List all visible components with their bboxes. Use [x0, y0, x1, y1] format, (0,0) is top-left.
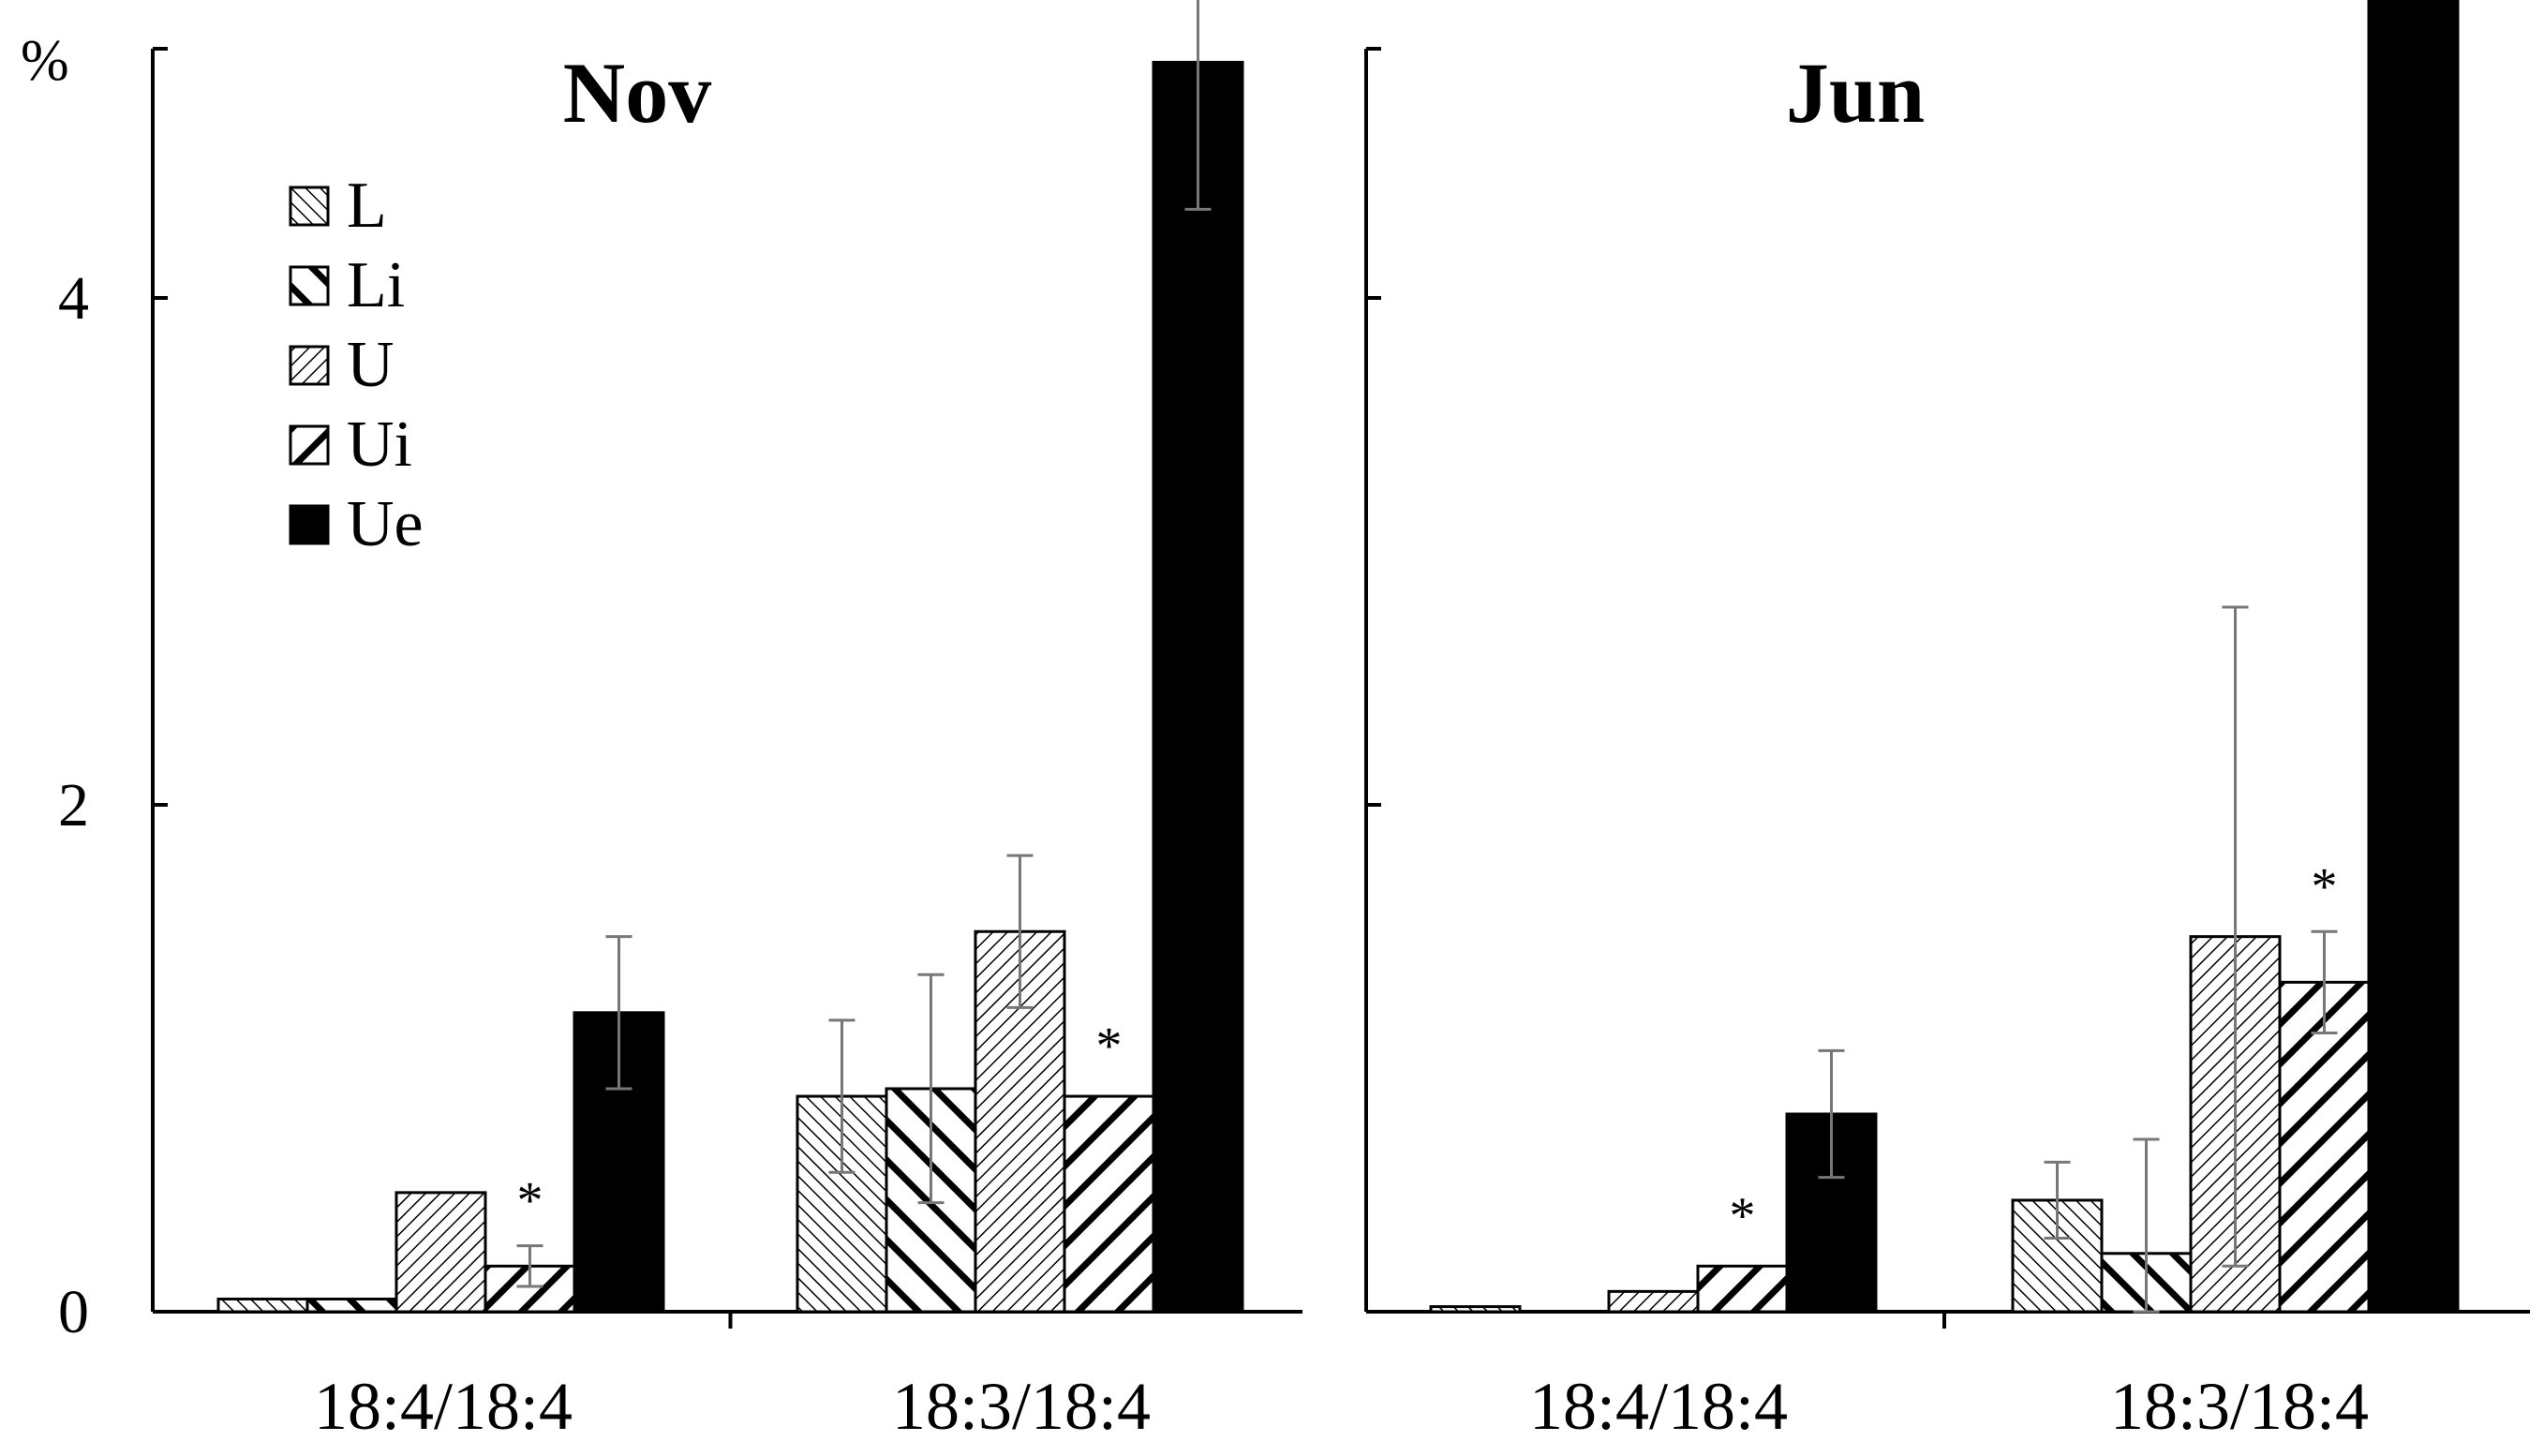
- legend-swatch-Li: [289, 265, 330, 306]
- legend-label-Li: Li: [347, 249, 405, 321]
- nov-bar-U-0: [394, 1191, 487, 1314]
- legend-label-L: L: [347, 170, 387, 242]
- legend-swatch-Ui: [289, 424, 330, 466]
- nov-significance-marker: *: [1096, 1018, 1123, 1076]
- panel-title-nov: Nov: [563, 45, 711, 141]
- jun-bar-L-0: [1429, 1305, 1522, 1314]
- jun-significance-marker: *: [1730, 1187, 1756, 1245]
- legend-label-Ue: Ue: [347, 488, 424, 560]
- jun-bar-U-0: [1607, 1289, 1700, 1314]
- nov-bar-Ui-1: [1063, 1094, 1155, 1314]
- legend-label-U: U: [347, 329, 394, 401]
- panel-title-jun: Jun: [1786, 45, 1925, 141]
- legend: L Li U Ui Ue: [289, 170, 424, 560]
- legend-swatch-L: [289, 186, 330, 227]
- y-tick-label: 4: [58, 264, 89, 333]
- jun-category-label-0: 18:4/18:4: [1529, 1369, 1788, 1444]
- y-tick-label: 2: [58, 771, 89, 839]
- jun-bar-Ue-1: [2367, 0, 2460, 1314]
- jun-bar-Ui-0: [1696, 1264, 1789, 1314]
- jun-bar-Ui-1: [2278, 980, 2371, 1314]
- y-tick-label: 0: [58, 1278, 89, 1346]
- nov-plot-area: 02468**: [58, 0, 1302, 1346]
- nov-bar-Li-0: [305, 1297, 398, 1314]
- nov-bar-Ue-1: [1152, 60, 1244, 1314]
- nov-bar-L-0: [216, 1297, 309, 1314]
- jun-plot-area: **: [1364, 0, 2530, 1329]
- jun-significance-marker: *: [2312, 857, 2338, 915]
- legend-swatch-Ue: [289, 504, 330, 545]
- nov-significance-marker: *: [517, 1172, 543, 1230]
- nov-category-label-0: 18:4/18:4: [314, 1369, 573, 1444]
- legend-swatch-U: [289, 345, 330, 386]
- y-axis-unit-label: %: [21, 29, 69, 93]
- legend-label-Ui: Ui: [347, 409, 412, 481]
- nov-category-label-1: 18:3/18:4: [892, 1369, 1151, 1444]
- jun-category-label-1: 18:3/18:4: [2110, 1369, 2369, 1444]
